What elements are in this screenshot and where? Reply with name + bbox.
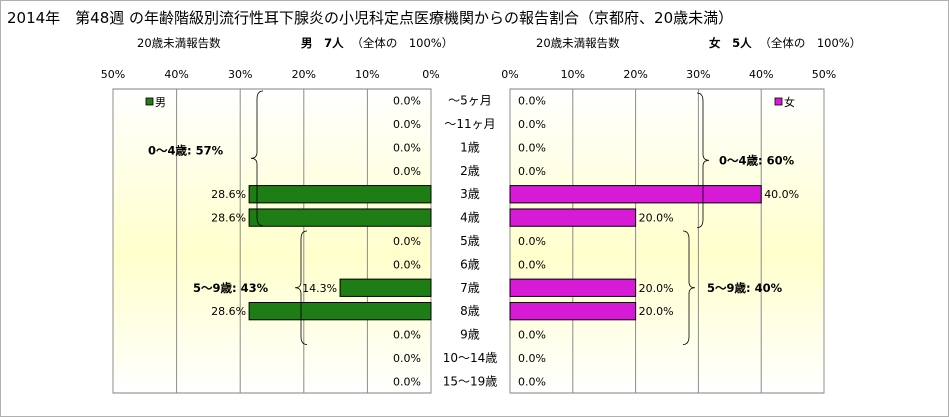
female-x-tick-label: 50%: [812, 68, 836, 81]
male-data-label: 14.3%: [302, 282, 337, 295]
female-x-tick-label: 40%: [749, 68, 773, 81]
age-category-label: 10～14歳: [443, 351, 498, 365]
female-data-label: 0.0%: [518, 329, 546, 342]
male-data-label: 0.0%: [393, 352, 421, 365]
male-bar: [248, 185, 432, 204]
male-x-tick-label: 0%: [422, 68, 439, 81]
male-subtitle-label: 20歳未満報告数: [137, 36, 221, 50]
female-data-label: 0.0%: [518, 235, 546, 248]
male-x-tick-label: 20%: [292, 68, 316, 81]
male-data-label: 0.0%: [393, 141, 421, 154]
female-brace: [696, 92, 710, 229]
female-data-label: 20.0%: [639, 305, 674, 318]
male-data-label: 0.0%: [393, 235, 421, 248]
age-category-label: 8歳: [460, 304, 480, 318]
chart-title: 2014年 第48週 の年齢階級別流行性耳下腺炎の小児科定点医療機関からの報告割…: [7, 9, 734, 27]
male-bar: [248, 302, 432, 321]
male-x-tick-label: 50%: [101, 68, 125, 81]
female-x-tick-label: 10%: [561, 68, 585, 81]
male-brace: [250, 90, 264, 227]
age-category-label: 3歳: [460, 187, 480, 201]
male-data-label: 0.0%: [393, 258, 421, 271]
female-legend-label: 女: [784, 95, 795, 109]
female-subtitle-total: （全体の 100%）: [759, 36, 862, 50]
female-subtitle-count: 女 5人 （全体の 100%）: [709, 35, 861, 51]
male-legend-label: 男: [155, 96, 166, 109]
male-data-label: 28.6%: [211, 188, 246, 201]
age-category-label: 5歳: [460, 234, 480, 248]
female-legend-swatch: [774, 97, 783, 106]
male-data-label: 0.0%: [393, 165, 421, 178]
female-bar: [509, 208, 637, 227]
male-data-label: 28.6%: [211, 212, 246, 225]
female-x-tick-label: 0%: [501, 68, 518, 81]
male-data-label: 0.0%: [393, 375, 421, 388]
female-data-label: 20.0%: [639, 212, 674, 225]
male-data-label: 28.6%: [211, 305, 246, 318]
female-data-label: 0.0%: [518, 258, 546, 271]
male-annotation-5-9: 5～9歳: 43%: [193, 281, 269, 295]
female-bar: [509, 278, 637, 297]
female-data-label: 0.0%: [518, 118, 546, 131]
male-legend-swatch: [145, 97, 154, 106]
male-subtitle-count: 男 7人 （全体の 100%）: [301, 35, 453, 51]
female-bar: [509, 302, 637, 321]
age-category-label: 9歳: [460, 328, 480, 342]
male-annotation-0-4: 0～4歳: 57%: [148, 143, 224, 157]
age-category-label: 6歳: [460, 257, 480, 271]
female-data-label: 0.0%: [518, 375, 546, 388]
age-category-label: 1歳: [460, 140, 480, 154]
female-brace: [682, 230, 696, 345]
female-x-tick-label: 30%: [686, 68, 710, 81]
male-subtitle-gender: 男: [301, 36, 313, 50]
female-data-label: 0.0%: [518, 165, 546, 178]
male-subtitle-total: （全体の 100%）: [351, 36, 454, 50]
male-data-label: 0.0%: [393, 329, 421, 342]
female-annotation-5-9: 5～9歳: 40%: [707, 281, 783, 295]
male-x-tick-label: 10%: [355, 68, 379, 81]
female-data-label: 0.0%: [518, 95, 546, 108]
age-category-label: 4歳: [460, 211, 480, 225]
female-subtitle-number: 5人: [732, 36, 752, 50]
male-data-label: 0.0%: [393, 118, 421, 131]
female-subtitle-label: 20歳未満報告数: [536, 36, 620, 50]
age-category-label: 2歳: [460, 164, 480, 178]
female-data-label: 0.0%: [518, 352, 546, 365]
male-brace: [294, 230, 308, 345]
female-data-label: 0.0%: [518, 141, 546, 154]
male-data-label: 0.0%: [393, 95, 421, 108]
male-bar: [339, 278, 432, 297]
age-category-label: ～11ヶ月: [444, 117, 495, 131]
female-x-tick-label: 20%: [623, 68, 647, 81]
female-plot-area: [509, 88, 825, 394]
male-x-tick-label: 40%: [164, 68, 188, 81]
age-category-label: 7歳: [460, 281, 480, 295]
female-subtitle-gender: 女: [709, 36, 721, 50]
male-bar: [248, 208, 432, 227]
female-annotation-0-4: 0～4歳: 60%: [719, 153, 795, 167]
male-x-tick-label: 30%: [228, 68, 252, 81]
age-category-label: 15～19歳: [443, 374, 498, 388]
male-plot-area: [112, 88, 432, 394]
female-data-label: 20.0%: [639, 282, 674, 295]
female-bar: [509, 185, 762, 204]
age-category-label: ～5ヶ月: [448, 94, 492, 108]
male-subtitle-number: 7人: [324, 36, 344, 50]
female-data-label: 40.0%: [764, 188, 799, 201]
